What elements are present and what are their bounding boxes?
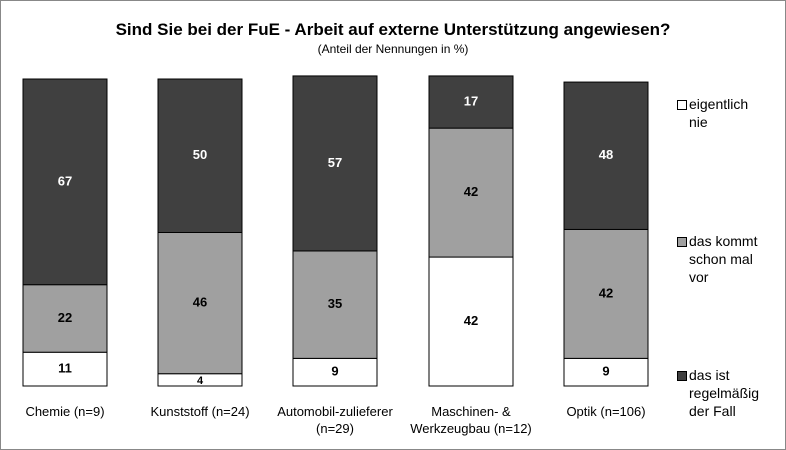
x-tick-label: Kunststoff (n=24) bbox=[150, 404, 250, 419]
bar-segment bbox=[292, 75, 378, 252]
bar-segment bbox=[292, 357, 378, 387]
bar-segment bbox=[428, 127, 514, 258]
chart-subtitle: (Anteil der Nennungen in %) bbox=[317, 42, 469, 56]
bar-segment bbox=[563, 81, 649, 230]
legend-swatch bbox=[677, 371, 687, 381]
legend-label: das kommt schon mal vor bbox=[689, 233, 758, 285]
bar-segment bbox=[157, 232, 243, 375]
legend-label: das ist regelmäßig der Fall bbox=[689, 367, 760, 419]
x-tick-label: Optik (n=106) bbox=[566, 404, 646, 419]
data-label: 35 bbox=[328, 296, 342, 311]
data-label: 42 bbox=[464, 184, 478, 199]
chart-title: Sind Sie bei der FuE - Arbeit auf extern… bbox=[115, 20, 671, 39]
data-label: 67 bbox=[58, 173, 72, 188]
data-label: 48 bbox=[599, 147, 613, 162]
legend-label: eigentlich nie bbox=[689, 96, 749, 130]
data-label: 57 bbox=[328, 155, 342, 170]
bar-segment bbox=[22, 351, 108, 387]
data-label: 9 bbox=[602, 364, 609, 379]
legend-swatch bbox=[677, 100, 687, 110]
legend-swatch bbox=[677, 237, 687, 247]
data-label: 42 bbox=[464, 313, 478, 328]
data-label: 11 bbox=[58, 361, 72, 376]
bar-segment bbox=[292, 250, 378, 359]
bar-segment bbox=[563, 357, 649, 387]
x-tick-label: Maschinen- & Werkzeugbau (n=12) bbox=[410, 404, 532, 436]
bar-segment bbox=[428, 75, 514, 129]
bar-segment bbox=[22, 78, 108, 286]
data-label: 9 bbox=[331, 364, 338, 379]
x-tick-label: Chemie (n=9) bbox=[25, 404, 105, 419]
data-label: 42 bbox=[599, 285, 613, 300]
bar-segment bbox=[22, 284, 108, 353]
data-label: 50 bbox=[193, 147, 207, 162]
data-label: 22 bbox=[58, 310, 72, 325]
data-label: 46 bbox=[193, 295, 207, 310]
data-label: 4 bbox=[197, 375, 204, 387]
x-tick-label: Automobil-zulieferer (n=29) bbox=[277, 404, 393, 436]
data-label: 17 bbox=[464, 93, 478, 108]
bar-segment bbox=[563, 228, 649, 359]
bar-segment bbox=[157, 78, 243, 233]
